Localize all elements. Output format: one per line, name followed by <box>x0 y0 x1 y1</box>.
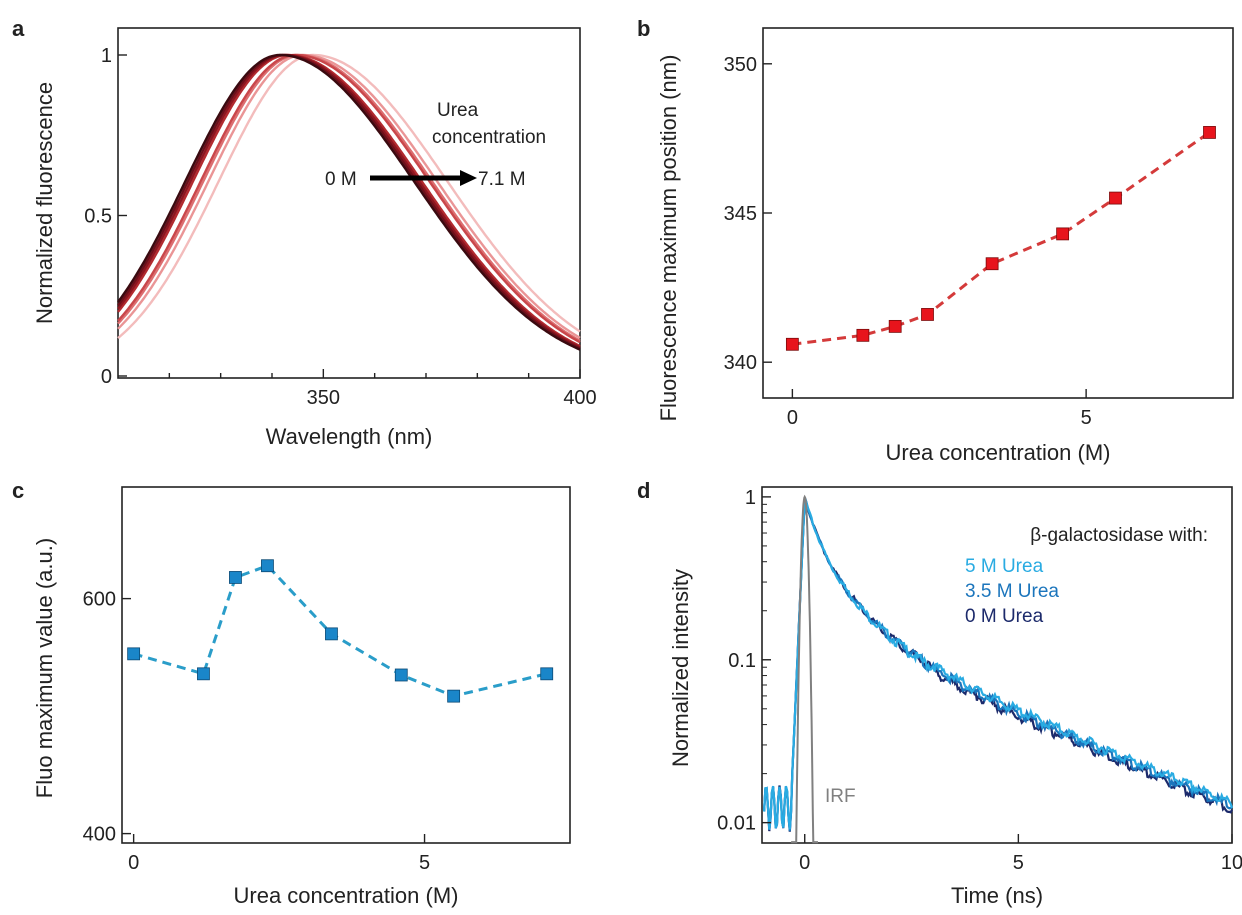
panel-a-x-ticks: 350 400 <box>168 369 597 409</box>
panel-d-x-tick-label: 10 <box>1221 852 1242 874</box>
panel-b-point <box>856 328 870 342</box>
panel-b-point <box>985 257 999 271</box>
panel-d-y-tick-label: 0.1 <box>728 650 756 672</box>
panel-c-y-ticks: 400 600 <box>83 589 131 846</box>
panel-b-y-tick-label: 345 <box>724 203 757 225</box>
panel-b-y-tick-label: 340 <box>724 352 757 374</box>
panel-a-spectrum-6 <box>117 53 581 339</box>
panel-d-y-tick-label: 1 <box>745 487 756 509</box>
panel-b-point <box>1056 227 1070 241</box>
panel-c-y-tick-label: 400 <box>83 824 116 846</box>
panel-d-curve-0 <box>763 498 1234 830</box>
panel-c-point <box>447 689 461 703</box>
panel-a: a 350 400 00.51 Wavelength (nm) Normalize… <box>12 16 597 449</box>
panel-a-spectrum-0 <box>117 53 581 351</box>
panel-a-y-tick-label: 0 <box>101 366 112 388</box>
panel-b-point <box>921 308 934 321</box>
panel-d-frame <box>761 486 1233 844</box>
panel-b-label: b <box>637 16 650 41</box>
panel-d-x-tick-label: 5 <box>1013 852 1024 874</box>
panel-d-ylabel: Normalized intensity <box>668 569 693 767</box>
panel-d-y-tick-label: 0.01 <box>717 813 756 835</box>
panel-d-legend-title: β-galactosidase with: <box>1030 525 1208 546</box>
panel-c-points <box>127 559 554 703</box>
panel-b-point <box>888 319 902 333</box>
panel-c-label: c <box>12 478 24 503</box>
panel-a-y-ticks: 00.51 <box>84 45 127 388</box>
panel-c-frame <box>121 486 571 844</box>
panel-d-irf-label: IRF <box>825 786 856 807</box>
panel-b-xlabel: Urea concentration (M) <box>886 440 1111 465</box>
panel-d-y-ticks: 0.01 0.1 1 <box>717 487 771 835</box>
panel-d-curves <box>763 494 1234 844</box>
panel-b-ylabel: Fluorescence maximum position (nm) <box>656 55 681 422</box>
panel-d: d 0 5 10 0.01 0.1 1 Time (ns) Normalized int… <box>637 478 1242 908</box>
panel-a-annotation-title: Urea <box>437 100 479 121</box>
panel-a-arrow-head <box>460 170 477 186</box>
panel-d-legend-0m: 0 M Urea <box>965 606 1044 627</box>
panel-c-point <box>325 627 338 641</box>
panel-a-ylabel: Normalized fluorescence <box>32 82 57 324</box>
panel-a-y-tick-label: 0.5 <box>84 206 112 228</box>
panel-c-x-tick-label: 0 <box>128 852 139 874</box>
panel-c-x-tick-label: 5 <box>419 852 430 874</box>
panel-d-curve-2 <box>763 499 1233 832</box>
panel-a-label: a <box>12 16 25 41</box>
panel-b-x-tick-label: 5 <box>1081 407 1092 429</box>
panel-a-x-tick-label: 350 <box>307 387 340 409</box>
panel-a-curves <box>117 53 581 351</box>
panel-a-spectrum-7 <box>117 53 581 340</box>
panel-a-spectrum-1 <box>117 53 581 350</box>
panel-b-frame <box>762 27 1234 399</box>
panel-a-frame <box>117 27 581 379</box>
panel-a-annotation-start: 0 M <box>325 169 357 190</box>
panel-b-point <box>785 337 799 351</box>
panel-c-point <box>197 667 210 681</box>
panel-b-y-ticks: 340 345 350 <box>724 54 772 374</box>
panel-c-point <box>261 559 274 573</box>
panel-c-trend-line <box>133 563 548 698</box>
panel-b-trend-line <box>792 131 1211 346</box>
panel-c-y-tick-label: 600 <box>83 589 116 611</box>
panel-d-x-ticks: 0 5 10 <box>799 834 1242 874</box>
panel-c-ylabel: Fluo maximum value (a.u.) <box>32 538 57 798</box>
panel-d-x-tick-label: 0 <box>799 852 810 874</box>
panel-a-spectrum-3 <box>117 53 581 348</box>
panel-b-point <box>1203 126 1216 139</box>
panel-c-point <box>229 571 242 584</box>
panel-a-x-tick-label: 400 <box>563 387 596 409</box>
panel-b-y-tick-label: 350 <box>724 54 757 76</box>
panel-a-spectrum-2 <box>117 53 581 349</box>
panel-d-curve-1 <box>763 497 1233 832</box>
panel-b-point <box>1109 191 1122 205</box>
panel-a-xlabel: Wavelength (nm) <box>266 424 433 449</box>
panel-a-y-tick-label: 1 <box>101 45 112 67</box>
panel-d-xlabel: Time (ns) <box>951 883 1043 908</box>
panel-b-x-tick-label: 0 <box>787 407 798 429</box>
panel-d-legend-5m: 5 M Urea <box>965 556 1044 577</box>
panel-a-annotation-end: 7.1 M <box>478 169 526 190</box>
panel-c-point <box>127 647 141 661</box>
panel-d-irf-curve <box>791 494 818 844</box>
panel-d-label: d <box>637 478 650 503</box>
panel-d-legend-3-5m: 3.5 M Urea <box>965 581 1059 602</box>
panel-b-points <box>785 126 1216 351</box>
panel-a-annotation-subtitle: concentration <box>432 127 546 148</box>
panel-c-point <box>540 667 554 681</box>
panel-c-point <box>394 668 408 682</box>
panel-a-spectrum-5 <box>117 53 581 342</box>
panel-c-xlabel: Urea concentration (M) <box>234 883 459 908</box>
panel-a-spectrum-4 <box>117 53 581 344</box>
